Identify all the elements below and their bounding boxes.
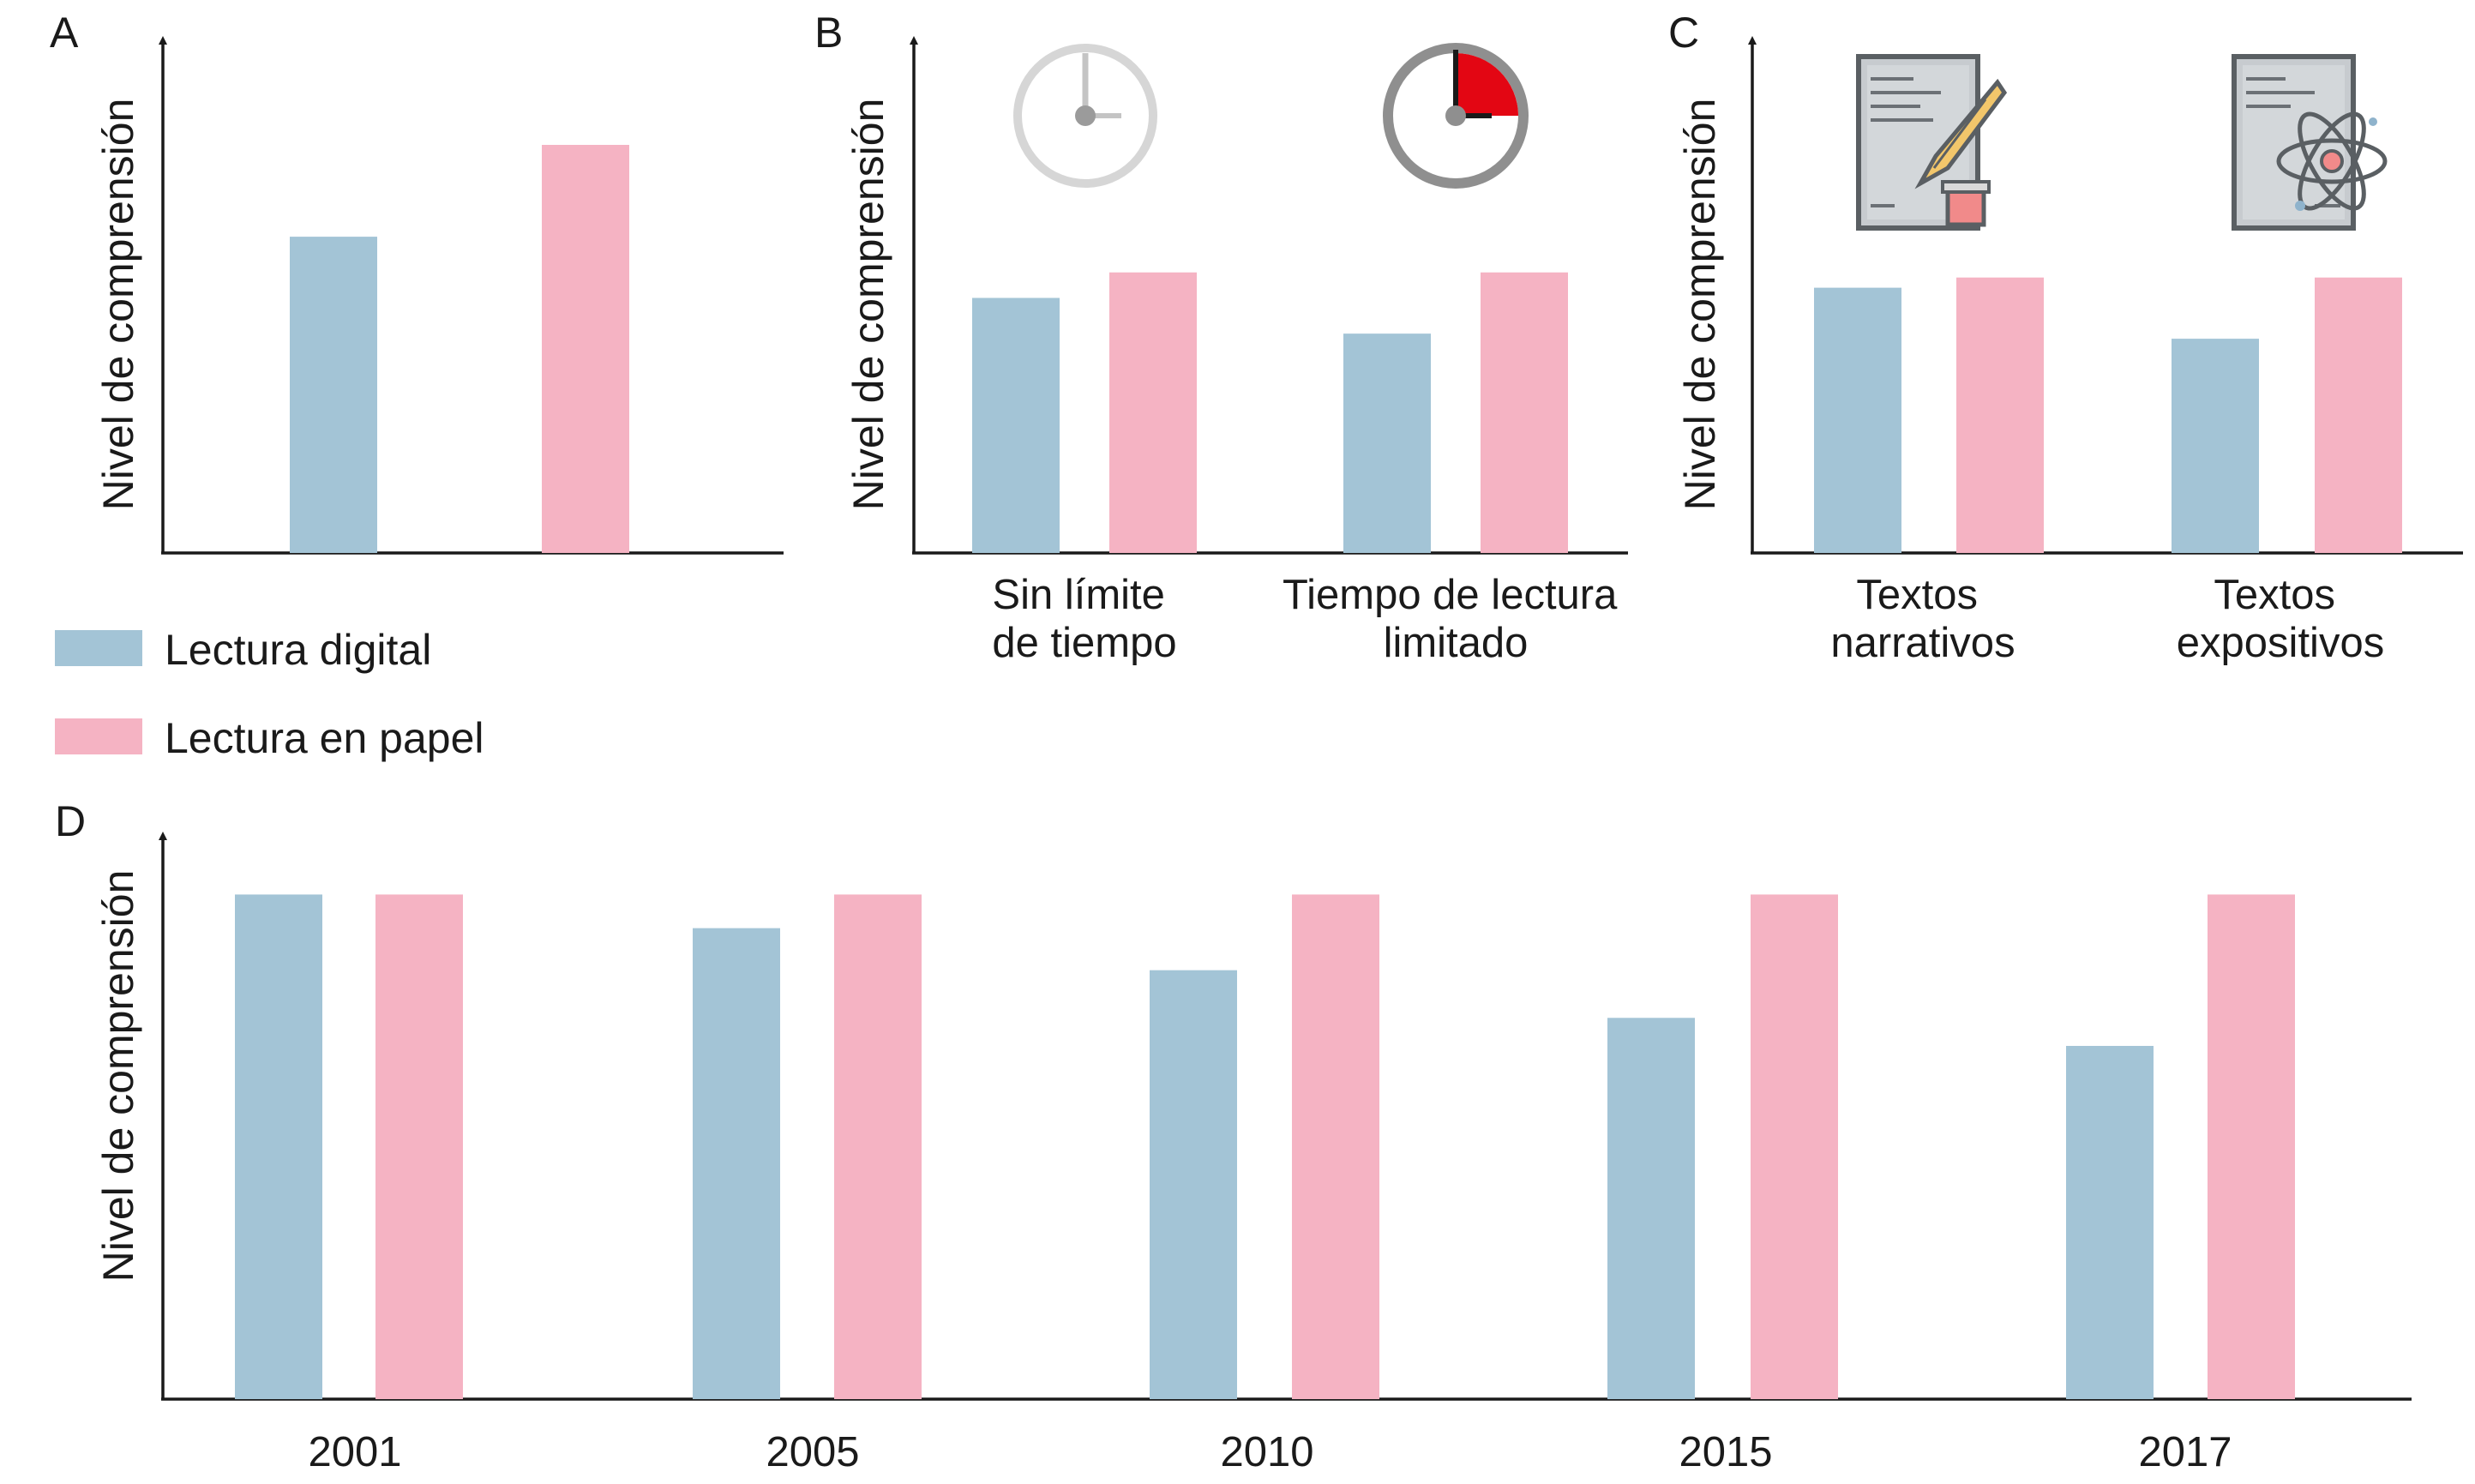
clock-unlimited-icon	[1013, 44, 1157, 188]
ylabel-c: Nivel de comprensión	[1676, 99, 1724, 511]
bar-a-paper	[542, 145, 629, 553]
panel-letter-c: C	[1668, 9, 1699, 57]
bar-d-2001-digital	[235, 894, 322, 1399]
bar-d-2017-paper	[2208, 894, 2295, 1399]
tick-b-unlimited: Sin límite de tiempo	[992, 572, 1176, 666]
bar-a-digital	[290, 237, 377, 553]
bars-a	[290, 145, 629, 553]
bar-d-2001-paper	[375, 894, 463, 1399]
narrative-document-icon	[1856, 54, 2008, 231]
tick-c-narrative-line2: narrativos	[1830, 620, 2015, 666]
bar-b-unlimited-digital	[972, 297, 1060, 553]
bar-d-2005-digital	[693, 928, 780, 1399]
tick-b-limited-line1: Tiempo de lectura	[1283, 572, 1618, 618]
panel-letter-a: A	[50, 9, 79, 57]
bar-b-limited-digital	[1343, 333, 1431, 553]
panel-letter-d: D	[55, 797, 86, 845]
legend-label-digital: Lectura digital	[165, 626, 431, 674]
bar-c-expository-digital	[2172, 339, 2259, 553]
tick-c-expository-line2: expositivos	[2177, 620, 2384, 666]
bar-d-2005-paper	[834, 894, 922, 1399]
bar-d-2015-digital	[1607, 1018, 1695, 1399]
bars-d	[235, 894, 2295, 1399]
tick-b-limited: Tiempo de lectura limitado	[1283, 572, 1629, 666]
tick-b-limited-line2: limitado	[1384, 620, 1529, 666]
expository-document-icon	[2232, 54, 2388, 231]
tick-d-2001: 2001	[308, 1429, 401, 1475]
tick-d-2005: 2005	[766, 1429, 859, 1475]
ylabel-d: Nivel de comprensión	[94, 870, 142, 1283]
tick-d-2017: 2017	[2138, 1429, 2232, 1475]
tick-c-expository-line1: Textos	[2214, 572, 2335, 618]
tick-d-2010: 2010	[1220, 1429, 1313, 1475]
tick-b-unlimited-line1: Sin límite	[992, 572, 1165, 618]
tick-c-narrative-line1: Textos	[1856, 572, 1978, 618]
bars-c	[1814, 277, 2402, 553]
legend-label-paper: Lectura en papel	[165, 714, 484, 762]
legend-swatch-digital	[55, 630, 142, 666]
axes-a	[159, 36, 784, 555]
ylabel-b: Nivel de comprensión	[844, 99, 892, 511]
bars-b	[972, 272, 1568, 553]
tick-d-2015: 2015	[1679, 1429, 1772, 1475]
ylabel-a: Nivel de comprensión	[94, 99, 142, 511]
legend: Lectura digital Lectura en papel	[55, 626, 484, 762]
bar-c-narrative-paper	[1956, 277, 2044, 553]
clock-limited-icon	[1383, 43, 1529, 189]
bar-b-unlimited-paper	[1109, 272, 1197, 553]
bar-d-2017-digital	[2066, 1045, 2154, 1399]
bar-d-2010-digital	[1150, 970, 1237, 1399]
tick-b-unlimited-line2: de tiempo	[992, 620, 1176, 666]
tick-c-narrative: Textos narrativos	[1830, 572, 2015, 666]
bar-d-2015-paper	[1751, 894, 1838, 1399]
bar-b-limited-paper	[1481, 272, 1568, 553]
tick-c-expository: Textos expositivos	[2177, 572, 2384, 666]
panel-letter-b: B	[814, 9, 843, 57]
bar-d-2010-paper	[1292, 894, 1379, 1399]
bar-c-narrative-digital	[1814, 287, 1901, 553]
bar-c-expository-paper	[2315, 277, 2402, 553]
axes-d	[159, 832, 2412, 1401]
legend-swatch-paper	[55, 718, 142, 754]
